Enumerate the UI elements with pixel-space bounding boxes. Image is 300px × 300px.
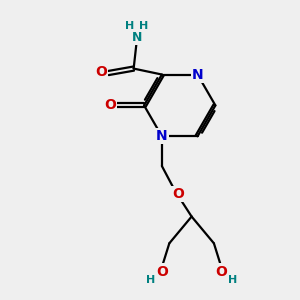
Text: H: H (228, 275, 237, 286)
Text: H: H (146, 275, 155, 286)
Text: N: N (131, 31, 142, 44)
Text: O: O (172, 187, 184, 201)
Text: O: O (95, 65, 107, 80)
Text: O: O (104, 98, 116, 112)
Text: O: O (215, 265, 227, 278)
Text: N: N (156, 129, 168, 143)
Text: H: H (140, 21, 149, 32)
Text: O: O (156, 265, 168, 278)
Text: H: H (124, 21, 134, 32)
Text: N: N (192, 68, 203, 82)
